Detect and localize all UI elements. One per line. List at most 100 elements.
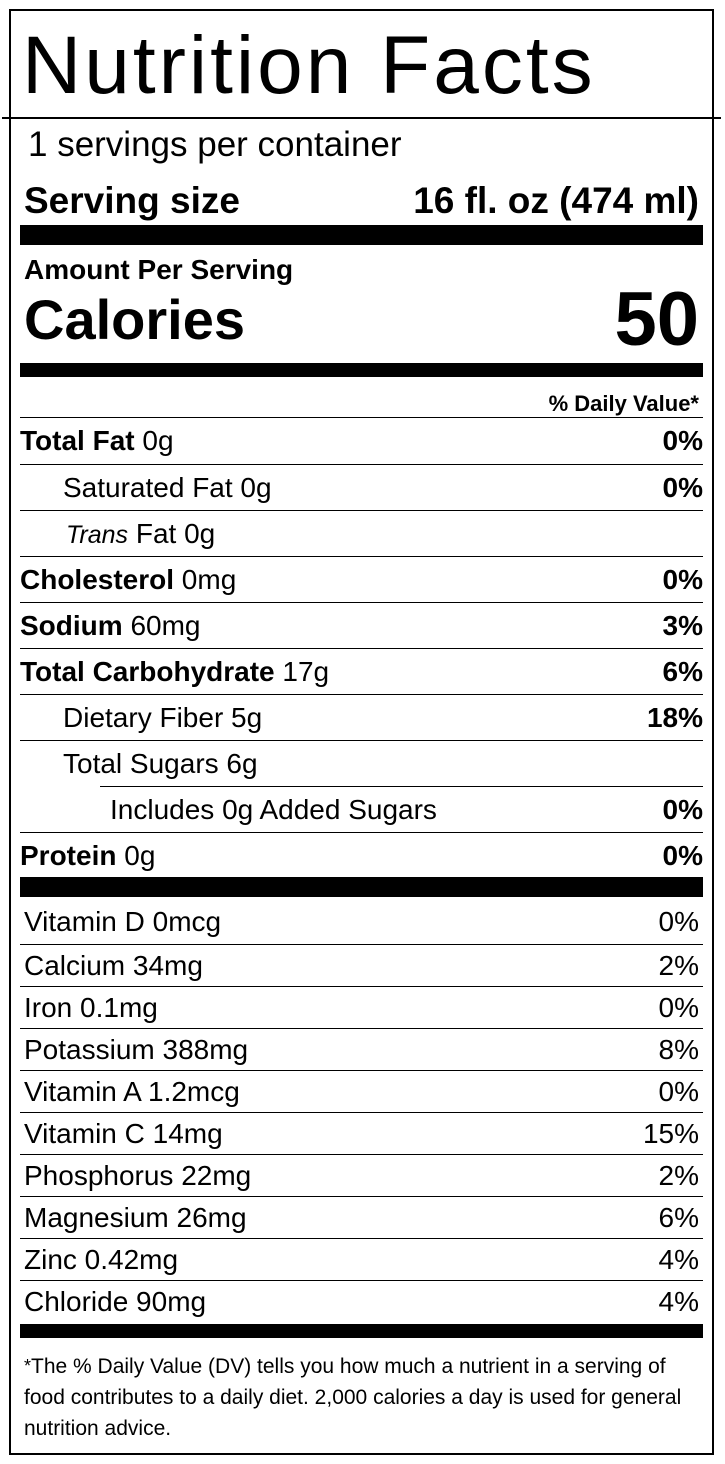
calories-row: Calories 50: [24, 276, 699, 362]
vitamin-dv: 2%: [658, 950, 699, 981]
amount-per-serving: Amount Per Serving: [24, 254, 294, 285]
nutrient-row-total-carbohydrate: Total Carbohydrate 17g 6%: [20, 650, 703, 694]
divider: [20, 1238, 703, 1239]
divider: [20, 602, 703, 603]
divider: [20, 1070, 703, 1071]
nutrient-amount: 17g: [274, 656, 330, 687]
nutrient-dv: 18%: [646, 702, 703, 733]
vitamin-row: Vitamin A 1.2mcg 0%: [24, 1071, 699, 1113]
vitamin-label: Potassium 388mg: [24, 1034, 249, 1065]
vitamin-label: Vitamin A 1.2mcg: [24, 1076, 240, 1107]
divider: [20, 1112, 703, 1113]
divider: [20, 1196, 703, 1197]
divider: [20, 556, 703, 557]
nutrient-dv: 0%: [662, 840, 703, 871]
vitamin-label: Chloride 90mg: [24, 1286, 207, 1317]
nutrient-name: Trans: [66, 521, 129, 549]
thick-divider-calories: [20, 363, 703, 377]
divider: [20, 1154, 703, 1155]
vitamin-row: Calcium 34mg 2%: [24, 945, 699, 987]
nutrient-amount: 60mg: [122, 610, 201, 641]
divider: [20, 694, 703, 695]
nutrient-amount: Fat 0g: [128, 518, 216, 549]
nutrient-name: Dietary Fiber: [63, 702, 224, 733]
nutrient-amount: 0g: [134, 425, 174, 456]
vitamin-label: Calcium 34mg: [24, 950, 203, 981]
nutrient-amount: 0g: [232, 472, 272, 503]
vitamin-label: Phosphorus 22mg: [24, 1160, 252, 1191]
vitamin-row: Chloride 90mg 4%: [24, 1281, 699, 1323]
divider: [20, 832, 703, 833]
vitamin-dv: 2%: [658, 1160, 699, 1191]
vitamin-row: Potassium 388mg 8%: [24, 1029, 699, 1071]
nutrient-dv: 0%: [662, 472, 703, 503]
serving-size-label: Serving size: [24, 180, 240, 221]
divider: [20, 464, 703, 465]
divider: [20, 1280, 703, 1281]
nutrient-amount: 0g: [116, 840, 156, 871]
calories-value: 50: [614, 276, 699, 362]
nutrition-facts-label: Nutrition Facts 1 servings per container…: [2, 9, 721, 1455]
calories-label: Calories: [24, 287, 245, 351]
vitamin-label: Zinc 0.42mg: [24, 1244, 179, 1275]
divider: [20, 740, 703, 741]
nutrient-name: Total Fat: [20, 425, 135, 456]
label-title: Nutrition Facts: [22, 20, 596, 111]
divider: [20, 510, 703, 511]
serving-size-row: Serving size 16 fl. oz (474 ml): [24, 179, 699, 223]
nutrient-dv: 6%: [662, 656, 703, 687]
divider: [20, 417, 703, 418]
nutrient-amount: 5g: [223, 702, 263, 733]
servings-per-container: 1 servings per container: [28, 125, 402, 164]
nutrient-name: Protein: [20, 840, 117, 871]
label-content: Nutrition Facts 1 servings per container…: [20, 11, 703, 1453]
vitamin-row: Phosphorus 22mg 2%: [24, 1155, 699, 1197]
vitamin-dv: 15%: [642, 1118, 699, 1149]
thick-divider-footnote: [20, 1324, 703, 1338]
nutrient-row-sodium: Sodium 60mg 3%: [20, 604, 703, 648]
vitamin-dv: 6%: [658, 1202, 699, 1233]
vitamin-label: Iron 0.1mg: [24, 992, 158, 1023]
vitamin-label: Magnesium 26mg: [24, 1202, 247, 1233]
vitamin-dv: 4%: [658, 1286, 699, 1317]
vitamin-row: Zinc 0.42mg 4%: [24, 1239, 699, 1281]
divider: [20, 1028, 703, 1029]
nutrient-row-saturated-fat: Saturated Fat 0g 0%: [20, 466, 703, 510]
vitamin-dv: 0%: [658, 1076, 699, 1107]
vitamin-dv: 0%: [658, 906, 699, 937]
vitamin-row: Iron 0.1mg 0%: [24, 987, 699, 1029]
nutrient-name: Cholesterol: [20, 564, 175, 595]
nutrient-row-total-sugars: Total Sugars 6g: [20, 742, 703, 786]
vitamin-dv: 8%: [658, 1034, 699, 1065]
vitamin-dv: 0%: [658, 992, 699, 1023]
divider: [20, 986, 703, 987]
nutrient-name: Saturated Fat: [63, 472, 233, 503]
nutrient-dv: 0%: [662, 425, 703, 456]
nutrient-row-added-sugars: Includes 0g Added Sugars 0%: [20, 788, 703, 832]
nutrient-name: Total Carbohydrate: [20, 656, 275, 687]
nutrient-row-protein: Protein 0g 0%: [20, 834, 703, 878]
vitamin-label: Vitamin D 0mcg: [24, 906, 222, 937]
nutrient-amount: 0mg: [174, 564, 237, 595]
nutrient-dv: 0%: [662, 564, 703, 595]
vitamin-label: Vitamin C 14mg: [24, 1118, 223, 1149]
daily-value-header: % Daily Value*: [548, 391, 699, 416]
footnote-text: The % Daily Value (DV) tells you how muc…: [24, 1355, 682, 1440]
nutrient-row-total-fat: Total Fat 0g 0%: [20, 419, 703, 463]
nutrient-name: Sodium: [20, 610, 123, 641]
nutrient-dv: 3%: [662, 610, 703, 641]
nutrient-amount: 6g: [218, 748, 258, 779]
nutrient-name: Includes 0g Added Sugars: [110, 794, 437, 825]
thick-divider-top: [20, 225, 703, 245]
nutrient-dv: 0%: [662, 794, 703, 825]
vitamin-row: Vitamin C 14mg 15%: [24, 1113, 699, 1155]
nutrient-row-dietary-fiber: Dietary Fiber 5g 18%: [20, 696, 703, 740]
thick-divider-vitamins: [20, 877, 703, 897]
title-divider: [2, 117, 721, 119]
serving-size-value: 16 fl. oz (474 ml): [413, 180, 699, 221]
vitamin-dv: 4%: [658, 1244, 699, 1275]
divider: [20, 944, 703, 945]
vitamin-row: Magnesium 26mg 6%: [24, 1197, 699, 1239]
footnote: *The % Daily Value (DV) tells you how mu…: [24, 1351, 697, 1444]
nutrient-row-trans-fat: Trans Fat 0g: [20, 512, 703, 556]
